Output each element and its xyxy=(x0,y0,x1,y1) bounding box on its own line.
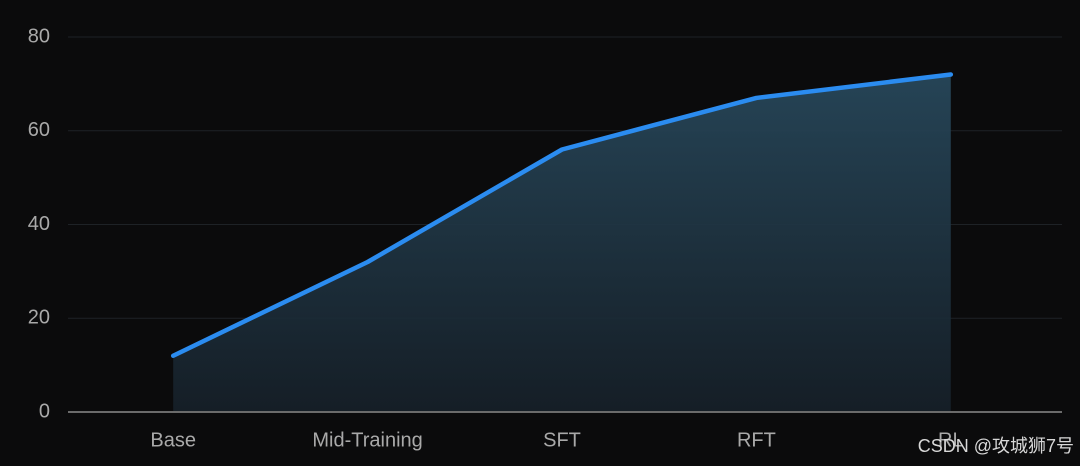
y-tick-label: 0 xyxy=(39,400,50,422)
x-tick-label: RFT xyxy=(737,429,776,451)
area-fill xyxy=(173,74,951,412)
y-tick-label: 20 xyxy=(28,307,50,329)
x-tick-label: SFT xyxy=(543,429,581,451)
y-tick-label: 60 xyxy=(28,119,50,141)
x-tick-label: RL xyxy=(938,429,964,451)
watermark: CSDN @攻城狮7号 xyxy=(918,436,1074,456)
x-tick-label: Mid-Training xyxy=(312,429,422,451)
y-tick-label: 80 xyxy=(28,25,50,47)
line xyxy=(170,72,954,358)
x-tick-label: Base xyxy=(150,429,196,451)
y-tick-label: 40 xyxy=(28,213,50,235)
